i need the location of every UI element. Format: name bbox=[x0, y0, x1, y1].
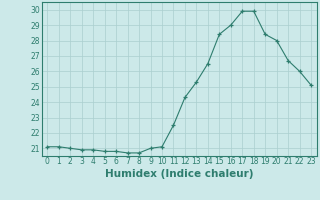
X-axis label: Humidex (Indice chaleur): Humidex (Indice chaleur) bbox=[105, 169, 253, 179]
